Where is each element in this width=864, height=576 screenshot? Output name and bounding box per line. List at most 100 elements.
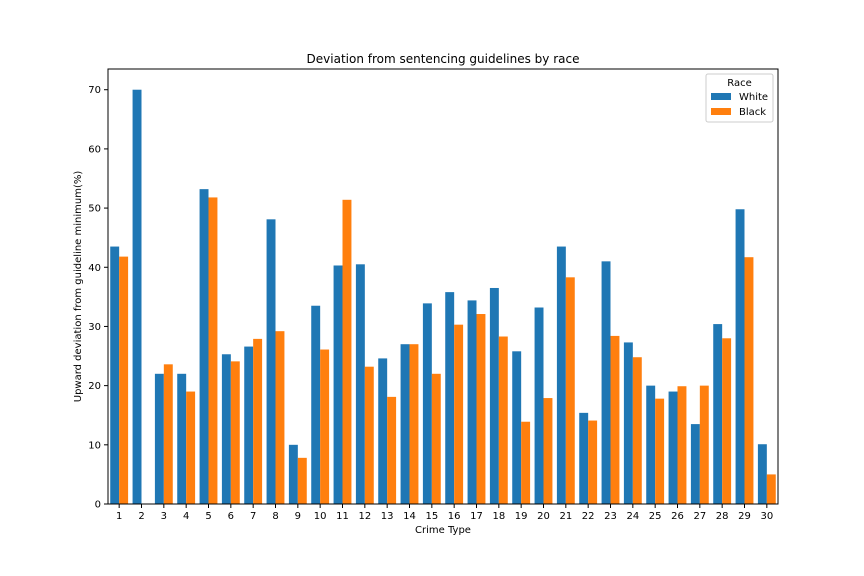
bar-white-28 — [713, 324, 723, 504]
bar-white-14 — [400, 344, 410, 504]
bar-white-15 — [422, 303, 432, 504]
legend-label-white: White — [739, 92, 768, 103]
bar-white-2 — [132, 89, 142, 504]
x-tick-label: 17 — [470, 511, 483, 522]
bar-white-27 — [690, 424, 700, 504]
bar-white-18 — [489, 287, 499, 504]
bar-white-30 — [757, 444, 767, 504]
chart-title: Deviation from sentencing guidelines by … — [307, 52, 580, 66]
bar-black-14 — [409, 344, 419, 504]
bar-black-28 — [722, 338, 732, 504]
bar-white-9 — [288, 444, 298, 504]
bar-white-24 — [623, 342, 633, 504]
x-tick-label: 18 — [492, 511, 505, 522]
bar-black-7 — [253, 338, 263, 504]
bar-black-22 — [588, 420, 598, 504]
x-tick-label: 14 — [403, 511, 416, 522]
y-tick-label: 60 — [88, 144, 101, 155]
x-tick-label: 3 — [161, 511, 167, 522]
bar-white-6 — [221, 354, 231, 504]
bar-black-20 — [543, 398, 553, 504]
x-tick-label: 6 — [228, 511, 234, 522]
legend-swatch-black — [711, 108, 731, 115]
x-tick-label: 7 — [250, 511, 256, 522]
bar-black-12 — [364, 366, 374, 504]
y-tick-label: 70 — [88, 85, 101, 96]
bar-white-4 — [177, 373, 187, 504]
bar-white-5 — [199, 189, 209, 504]
bar-black-3 — [163, 364, 173, 504]
bar-white-10 — [311, 305, 321, 504]
bar-black-27 — [699, 385, 709, 504]
bar-black-1 — [119, 256, 129, 504]
bar-black-4 — [186, 391, 196, 504]
y-tick-label: 30 — [88, 322, 101, 333]
x-tick-label: 11 — [336, 511, 349, 522]
bar-white-1 — [110, 246, 120, 504]
bar-white-23 — [601, 261, 611, 504]
bar-black-26 — [677, 386, 687, 504]
legend-title: Race — [727, 78, 752, 89]
bar-black-15 — [431, 373, 441, 504]
x-tick-label: 23 — [604, 511, 617, 522]
plot-frame — [107, 68, 779, 505]
bar-black-30 — [766, 474, 776, 504]
bar-black-29 — [744, 257, 754, 504]
x-tick-label: 4 — [183, 511, 189, 522]
y-tick-label: 20 — [88, 381, 101, 392]
x-tick-label: 13 — [381, 511, 394, 522]
bar-black-23 — [610, 335, 620, 504]
x-tick-label: 24 — [626, 511, 639, 522]
x-tick-label: 16 — [448, 511, 461, 522]
x-tick-label: 1 — [116, 511, 122, 522]
x-tick-label: 30 — [760, 511, 773, 522]
x-tick-label: 28 — [716, 511, 729, 522]
x-tick-label: 15 — [425, 511, 438, 522]
y-tick-label: 40 — [88, 263, 101, 274]
x-tick-label: 21 — [559, 511, 572, 522]
bar-white-26 — [668, 391, 678, 504]
x-axis: 1 2 3 4 5 6 7 8 9 10 11 12 13 14 15 16 17 18 19 20 21 22 23 24 2… — [116, 504, 773, 522]
bar-black-18 — [498, 336, 508, 504]
bar-white-13 — [378, 358, 388, 504]
y-tick-label: 50 — [88, 204, 101, 215]
bar-white-7 — [244, 346, 254, 504]
x-tick-label: 25 — [649, 511, 662, 522]
x-tick-label: 29 — [738, 511, 751, 522]
bar-black-24 — [632, 357, 642, 504]
x-tick-label: 5 — [205, 511, 211, 522]
bar-white-19 — [512, 351, 522, 504]
x-tick-label: 10 — [314, 511, 327, 522]
bar-black-16 — [454, 324, 464, 504]
bars-group — [110, 89, 776, 505]
bar-white-8 — [266, 219, 276, 504]
x-axis-title: Crime Type — [415, 525, 471, 536]
y-axis: 0 10 20 30 40 50 60 70 — [88, 85, 108, 511]
bar-black-10 — [320, 349, 330, 504]
bar-black-11 — [342, 199, 352, 505]
x-tick-label: 26 — [671, 511, 684, 522]
bar-white-25 — [646, 385, 656, 504]
legend-swatch-white — [711, 93, 731, 100]
bar-black-17 — [476, 314, 486, 504]
y-axis-title: Upward deviation from guideline minimum(… — [73, 171, 84, 403]
bar-white-11 — [333, 265, 343, 504]
bar-black-5 — [208, 197, 218, 504]
bar-white-12 — [355, 264, 365, 504]
bar-black-25 — [655, 398, 665, 504]
legend: Race White Black — [705, 73, 774, 123]
x-tick-label: 8 — [272, 511, 278, 522]
bar-white-29 — [735, 209, 745, 504]
bar-white-20 — [534, 307, 544, 504]
y-tick-label: 0 — [95, 500, 101, 511]
x-tick-label: 19 — [515, 511, 528, 522]
y-tick-label: 10 — [88, 440, 101, 451]
bar-black-19 — [521, 421, 531, 504]
bar-black-8 — [275, 331, 285, 504]
bar-white-22 — [579, 412, 589, 504]
x-tick-label: 20 — [537, 511, 550, 522]
bar-black-13 — [387, 396, 397, 504]
x-tick-label: 2 — [138, 511, 144, 522]
bar-black-6 — [230, 361, 240, 504]
